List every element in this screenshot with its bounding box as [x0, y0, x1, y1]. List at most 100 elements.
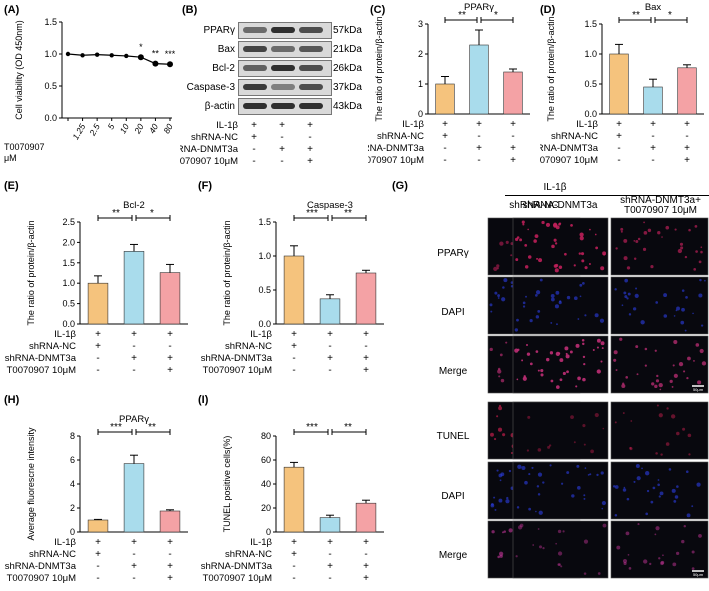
- condition-sign: +: [510, 143, 516, 154]
- bar: [87, 282, 109, 325]
- fluorescent-cell: [687, 356, 691, 361]
- fluorescent-cell: [581, 338, 585, 342]
- fluorescent-cell: [669, 379, 673, 384]
- fluorescent-cell: [676, 306, 680, 311]
- fluorescent-cell: [624, 295, 628, 299]
- sig-label: **: [148, 422, 156, 433]
- fluorescent-cell: [515, 237, 519, 241]
- fluorescent-cell: [619, 337, 623, 341]
- fluorescent-cell: [620, 227, 624, 231]
- fluorescent-cell: [499, 353, 503, 357]
- fluorescent-cell: [498, 551, 504, 556]
- fluorescent-cell: [516, 378, 519, 381]
- condition-sign: -: [252, 156, 255, 167]
- fluorescent-cell: [558, 265, 563, 269]
- fluorescent-cell: [633, 480, 636, 483]
- fluorescent-cell: [553, 383, 558, 388]
- fluorescent-cell: [524, 243, 528, 247]
- panel-label-i: (I): [198, 394, 209, 406]
- condition-label: T0070907 10μM: [203, 365, 272, 376]
- fluorescent-cell: [542, 508, 545, 511]
- fluorescent-cell: [659, 491, 664, 496]
- fluorescent-cell: [569, 350, 573, 354]
- fluorescent-cell: [635, 464, 640, 468]
- fluorescent-cell: [537, 493, 541, 496]
- fluorescent-cell: [510, 486, 514, 490]
- condition-sign: -: [651, 155, 654, 166]
- condition-sign: -: [132, 573, 135, 584]
- condition-sign: +: [684, 143, 690, 154]
- fluorescent-cell: [516, 236, 520, 239]
- condition-sign: +: [363, 329, 369, 340]
- fluorescent-cell: [553, 238, 557, 242]
- fluorescent-cell: [547, 234, 550, 237]
- fluorescent-cell: [655, 301, 659, 304]
- fluorescent-cell: [673, 340, 678, 345]
- condition-sign: -: [443, 155, 446, 166]
- fluorescent-cell: [624, 278, 629, 283]
- condition-sign: -: [364, 341, 367, 352]
- fluorescent-cell: [506, 496, 509, 500]
- x-tick-label: 20: [132, 122, 146, 136]
- fluorescent-cell: [547, 445, 551, 449]
- condition-sign: +: [476, 119, 482, 130]
- fluorescent-cell: [583, 497, 586, 500]
- fluorescent-cell: [695, 343, 700, 347]
- panel-label-b: (B): [182, 4, 198, 16]
- fluorescent-cell: [650, 265, 654, 269]
- fluorescent-cell: [681, 289, 685, 292]
- fluorescent-cell: [573, 264, 576, 267]
- fluorescent-cell: [699, 278, 702, 282]
- fluorescent-cell: [521, 359, 524, 362]
- fluorescent-cell: [535, 510, 537, 513]
- y-tick-label: 0: [70, 527, 75, 537]
- fluorescent-cell: [565, 243, 569, 247]
- fluorescent-cell: [546, 357, 550, 362]
- x-tick-label: 5: [105, 122, 116, 131]
- row-label-dapi-1: DAPI: [441, 307, 465, 318]
- fluorescent-cell: [526, 451, 530, 456]
- condition-label: IL-1β: [402, 119, 424, 130]
- fluorescent-cell: [540, 373, 544, 377]
- bar: [469, 44, 489, 115]
- fluorescent-cell: [635, 345, 639, 349]
- col-label-shrna-nc: shRNA-NC: [509, 200, 559, 211]
- fluorescence-tile: [487, 276, 581, 335]
- fluorescent-cell: [568, 531, 573, 535]
- bar: [435, 83, 455, 115]
- blot-strip-caspase3: [238, 79, 332, 96]
- fluorescent-cell: [501, 297, 506, 302]
- fluorescent-cell: [685, 470, 689, 474]
- condition-sign: -: [651, 131, 654, 142]
- fluorescent-cell: [583, 494, 586, 497]
- data-point: [137, 54, 144, 61]
- fluorescent-cell: [680, 320, 685, 325]
- fluorescent-cell: [665, 225, 670, 230]
- sig-label: *: [150, 208, 154, 219]
- fluorescent-cell: [583, 443, 586, 446]
- fluorescent-cell: [600, 341, 605, 346]
- bar: [355, 502, 377, 533]
- sig-label: **: [112, 208, 120, 219]
- y-tick-label: 1.5: [258, 217, 271, 227]
- y-tick-label: 2.0: [62, 237, 75, 247]
- fluorescent-cell: [529, 362, 533, 366]
- fluorescent-cell: [553, 441, 556, 444]
- fluorescent-cell: [550, 388, 553, 390]
- fluorescent-cell: [577, 318, 580, 320]
- condition-sign: +: [510, 119, 516, 130]
- condition-sign: -: [328, 573, 331, 584]
- condition-sign: -: [617, 143, 620, 154]
- fluorescent-cell: [559, 378, 563, 382]
- fluorescent-cell: [623, 256, 628, 261]
- fluorescent-cell: [678, 361, 684, 367]
- condition-sign: -: [96, 353, 99, 364]
- y-tick-label: 3: [418, 19, 423, 29]
- fluorescent-cell: [602, 427, 605, 430]
- fluorescent-cell: [554, 242, 558, 245]
- condition-label: T0070907 10μM: [7, 365, 76, 376]
- fluorescent-cell: [568, 444, 570, 447]
- fluorescent-cell: [601, 500, 606, 506]
- fluorescent-cell: [550, 293, 555, 298]
